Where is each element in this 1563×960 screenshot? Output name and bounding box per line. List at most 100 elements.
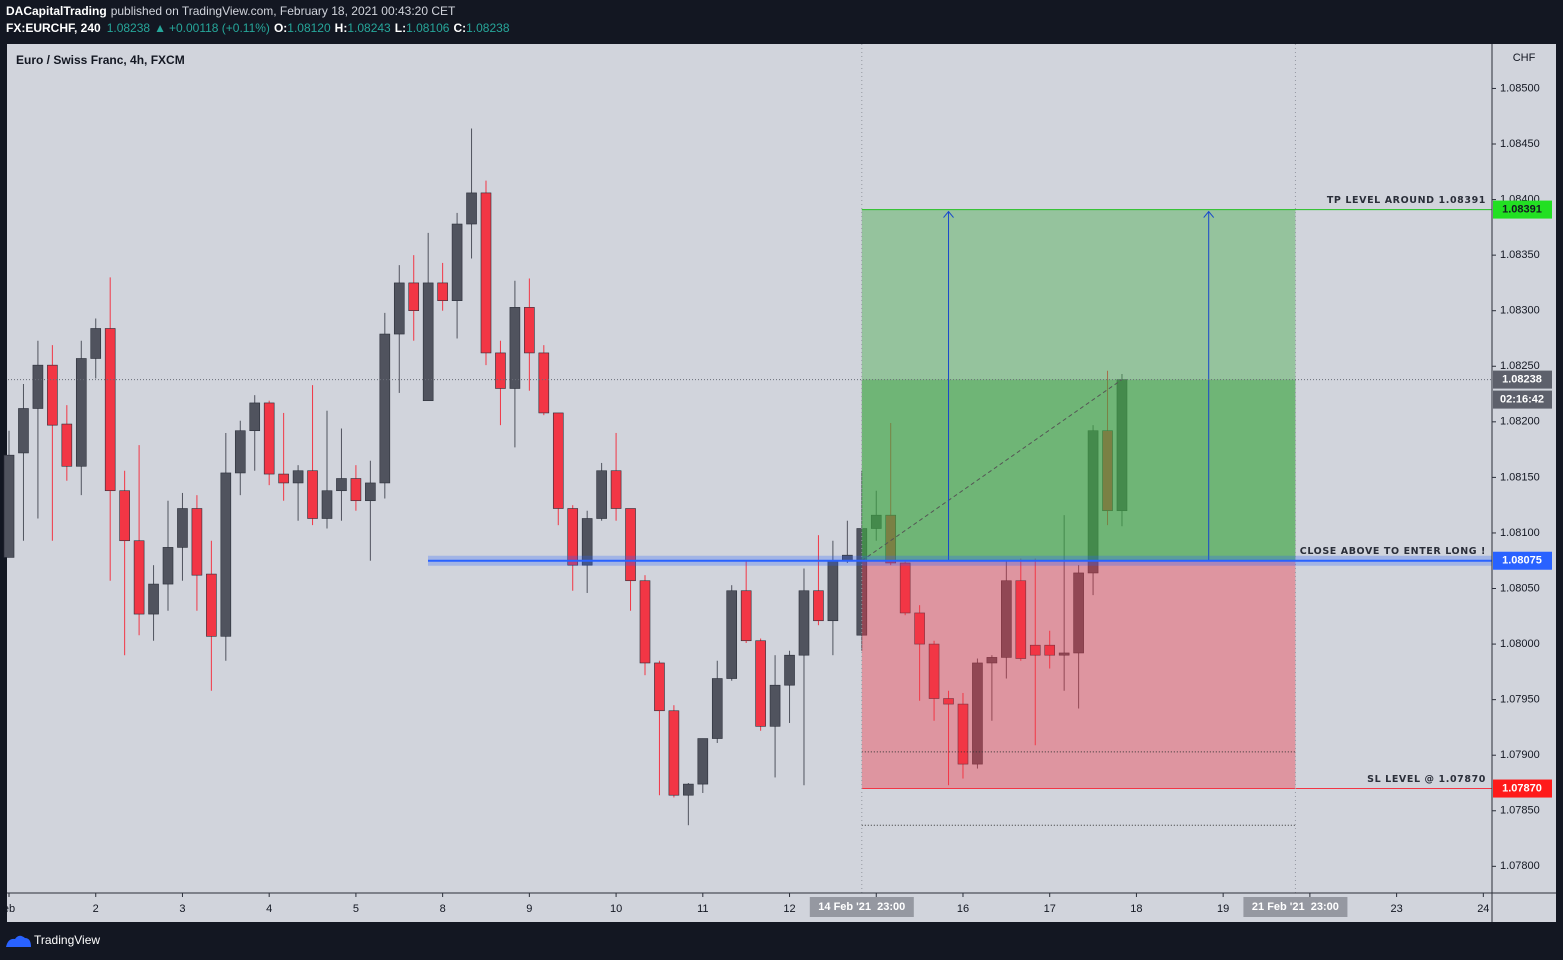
candle-body	[943, 698, 954, 705]
candle-body	[610, 470, 622, 509]
candle-body	[1058, 652, 1070, 656]
ohlc-value: 1.08120	[287, 21, 331, 35]
candle-body	[47, 364, 58, 426]
ohlc-value: 1.08238	[466, 21, 510, 35]
candle-body	[1015, 580, 1027, 659]
candle-body	[986, 657, 998, 664]
candle-body	[249, 402, 261, 432]
x-tick-label: 19	[1217, 903, 1229, 915]
candle-body	[408, 282, 420, 312]
candle-body	[928, 643, 940, 699]
candle-body	[61, 423, 73, 467]
loss-zone	[861, 560, 1296, 789]
candle-body	[234, 430, 246, 474]
candle-body	[538, 352, 550, 414]
price-badge	[1493, 370, 1552, 389]
price-badge-label: 1.08075	[1502, 555, 1542, 567]
x-tick-label: 17	[1044, 903, 1056, 915]
candle-body	[307, 470, 318, 519]
time-badge-label: 14 Feb '21 23:00	[818, 901, 905, 913]
target-note: TP LEVEL AROUND 1.08391	[1327, 195, 1486, 206]
price-badge	[1493, 779, 1552, 798]
time-badge-label: 21 Feb '21 23:00	[1252, 901, 1339, 913]
candle-body	[3, 454, 15, 558]
x-tick-label: 16	[957, 903, 969, 915]
currency: CHF	[1513, 52, 1536, 64]
y-tick-label: 1.08250	[1500, 360, 1540, 372]
chart-bg	[7, 44, 1556, 922]
candle-body	[162, 547, 174, 585]
candle-body	[957, 703, 969, 765]
candle-body	[683, 783, 694, 796]
y-tick-label: 1.08150	[1500, 471, 1540, 483]
y-tick-label: 1.07800	[1500, 860, 1540, 872]
profit-zone	[861, 209, 1296, 561]
countdown-badge	[1493, 390, 1552, 409]
candle-body	[292, 470, 304, 484]
x-tick-label: 24	[1477, 903, 1489, 915]
candle-body	[437, 282, 448, 302]
countdown: 02:16:42	[1500, 394, 1544, 406]
candle-body	[278, 473, 289, 484]
candle-body	[393, 282, 405, 335]
candle-body	[524, 307, 535, 354]
y-tick-label: 1.08000	[1500, 638, 1540, 650]
candle-body	[336, 478, 347, 492]
y-tick-label: 1.07900	[1500, 749, 1540, 761]
stop-note: SL LEVEL @ 1.07870	[1367, 774, 1486, 785]
candle-body	[119, 490, 130, 542]
brand: TradingView	[34, 933, 100, 947]
open-profit	[861, 379, 1296, 561]
candle-body	[870, 514, 882, 529]
candle-body	[813, 590, 824, 622]
ohlc-key: C:	[453, 21, 466, 35]
candle-body	[191, 508, 203, 576]
x-tick-label: 3	[179, 903, 185, 915]
y-tick-label: 1.08100	[1500, 527, 1540, 539]
candle-body	[972, 662, 983, 765]
candle-body	[177, 508, 188, 548]
x-tick-label: 10	[610, 903, 622, 915]
candle-body	[75, 358, 87, 467]
candle-body	[639, 580, 651, 664]
candle-body	[755, 640, 766, 727]
candle-body	[596, 470, 607, 519]
last: 1.08238	[107, 21, 151, 35]
ohlc-value: 1.08106	[406, 21, 450, 35]
candle-body	[451, 223, 463, 302]
x-tick-label: 8	[440, 903, 446, 915]
arrow-head	[943, 210, 954, 218]
symbol-line: FX:EURCHF, 240 1.08238 ▲ +0.00118 (+0.11%) O…	[6, 21, 510, 35]
published: published on TradingView.com, February 1…	[111, 4, 456, 18]
y-tick-label: 1.08200	[1500, 416, 1540, 428]
candle-body	[321, 490, 333, 519]
change: +0.00118 (+0.11%)	[169, 21, 270, 35]
candle-body	[495, 352, 506, 389]
candle-body	[581, 518, 593, 566]
candle-body	[899, 562, 911, 614]
author: DACapitalTrading	[6, 4, 107, 18]
candle-body	[509, 307, 521, 389]
candle-body	[1087, 430, 1099, 574]
x-tick-label: 12	[783, 903, 795, 915]
candle-body	[740, 590, 752, 642]
y-tick-label: 1.08450	[1500, 138, 1540, 150]
logo-icon	[6, 935, 31, 947]
candle-body	[148, 583, 159, 615]
chart-title: Euro / Swiss Franc, 4h, FXCM	[16, 53, 185, 67]
y-tick-label: 1.08350	[1500, 249, 1540, 261]
y-tick-label: 1.08050	[1500, 582, 1540, 594]
x-tick-label: 11	[697, 903, 708, 915]
candle-body	[784, 654, 795, 686]
candle-body	[668, 710, 680, 796]
ohlc-key: O:	[274, 21, 287, 35]
candle-body	[466, 192, 477, 225]
ohlc-key: L:	[395, 21, 406, 35]
candle-body	[18, 408, 29, 454]
x-tick-label: 2	[93, 903, 99, 915]
candle-body	[206, 573, 217, 637]
footer-logo: TradingView	[6, 933, 100, 947]
symbol: FX:EURCHF, 240	[6, 21, 101, 35]
candle-body	[827, 560, 839, 622]
publish-line: DACapitalTrading published on TradingView…	[6, 4, 456, 18]
